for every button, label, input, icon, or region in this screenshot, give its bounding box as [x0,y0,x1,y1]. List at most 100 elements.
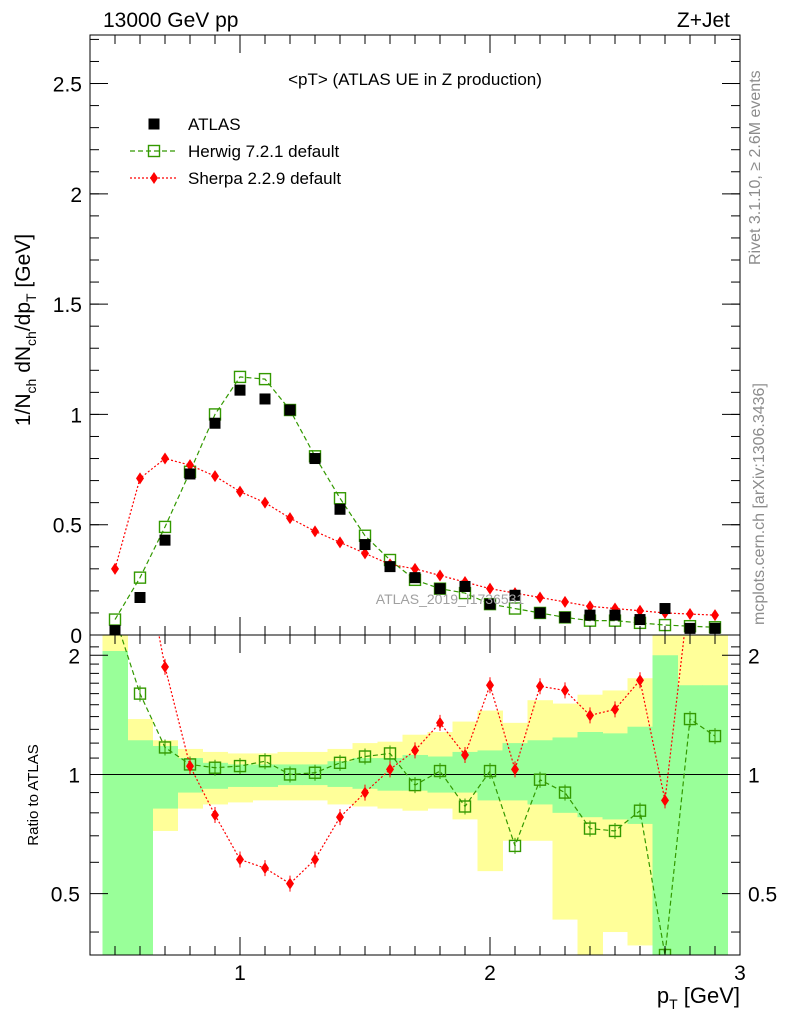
atlas-point [509,589,521,601]
sherpa-point [236,485,244,498]
sherpa-ratio-point [336,811,344,824]
ratio-y-tick-label: 0.5 [51,884,80,907]
inner-band-bin [127,740,153,955]
atlas-point [659,603,671,615]
sherpa-point [636,604,644,617]
ratio-panel: 0.5 0.5 1 1 2 2 1 2 3 Ratio to ATLAS pT [GeV] [25,35,777,1012]
herwig-ratio-point [558,786,572,799]
inner-band-bin [602,733,628,820]
mcplots-label: mcplots.cern.ch [arXiv:1306.3436] [751,383,768,625]
herwig-ratio-point [483,764,497,778]
sherpa-point [436,569,444,582]
sherpa-point [686,608,694,621]
ratio-y-tick-label: 1 [68,764,80,787]
sherpa-point [711,609,719,622]
atlas-point [334,503,346,515]
herwig-point [508,602,522,615]
herwig-line [114,376,716,628]
sherpa-point [336,536,344,549]
herwig-ratio-point [683,712,697,726]
legend-sherpa-label: Sherpa 2.2.9 default [188,169,341,188]
herwig-ratio-point [408,778,422,792]
sherpa-ratio-point [311,853,319,866]
inner-band-bin [702,685,728,955]
sherpa-point [186,459,194,472]
sherpa-point [411,562,419,575]
sherpa-point [111,562,119,575]
herwig-ratio-point [608,824,622,838]
sherpa-ratio-point [186,760,194,773]
sherpa-point [486,582,494,595]
inner-band-bin [252,764,278,787]
sherpa-ratio-point [286,877,294,890]
sherpa-ratio-point [561,684,569,697]
herwig-ratio-point [333,756,347,770]
herwig-ratio-point [283,768,297,781]
atlas-point [284,404,296,416]
analysis-watermark: ATLAS_2019_I1736531 [376,591,525,607]
sherpa-ratio-point [411,744,419,757]
energy-label: 13000 GeV pp [103,9,238,32]
atlas-point [184,468,196,480]
inner-band-bin [102,651,128,955]
herwig-ratio-point [533,773,547,786]
atlas-point [459,580,471,592]
svg-text:1/Nch dNch/dpT [GeV]: 1/Nch dNch/dpT [GeV] [12,234,39,426]
sherpa-ratio-point [461,748,469,761]
legend-atlas-label: ATLAS [188,115,241,134]
atlas-point [534,607,546,619]
y-tick-label: 0.5 [53,515,82,538]
sherpa-ratio-point [511,763,519,776]
herwig-ratio-point [633,804,647,817]
y-axis-title: 1/Nch dNch/dpT [GeV] [12,234,39,426]
ratio-y-tick-label-right: 0.5 [748,884,777,907]
inner-band-bin [152,745,178,809]
sherpa-point [361,547,369,560]
y-tick-label: 1 [70,404,82,427]
legend-herwig-marker [147,144,161,158]
main-panel: 0 0.5 1 1.5 2 2.5 <pT> (ATLAS UE in Z product… [12,34,741,648]
ratio-y-tick-label-right: 2 [748,645,760,668]
y-tick-label: 2 [70,184,82,207]
sherpa-ratio-point [661,794,669,807]
herwig-ratio-point [208,761,222,774]
atlas-point [234,384,246,396]
atlas-point [384,561,396,573]
ratio-y-tick-label-right: 1 [748,764,760,787]
inner-band-bin [677,685,703,955]
x-tick-label: 2 [484,962,496,985]
x-axis-title: pT [GeV] [657,983,740,1012]
legend: ATLAS Herwig 7.2.1 default Sherpa 2.2.9 de… [130,115,341,188]
sherpa-ratio-point [161,660,169,673]
legend-atlas-marker [148,118,160,130]
herwig-point [133,571,147,584]
atlas-point [209,417,221,429]
sherpa-point [536,591,544,604]
sherpa-ratio-point [486,679,494,692]
herwig-ratio-point [308,766,322,779]
herwig-ratio-point [358,750,372,763]
sherpa-point [211,470,219,483]
x-tick-label: 3 [734,962,746,985]
sherpa-ratio-point [611,703,619,716]
atlas-point [359,539,371,551]
sherpa-ratio-point [261,862,269,875]
y-tick-label: 1.5 [53,294,82,317]
herwig-ratio-point [433,764,447,778]
ratio-y-tick-label: 2 [68,645,80,668]
sherpa-ratio-point [636,674,644,687]
chart-title: <pT> (ATLAS UE in Z production) [288,70,542,89]
herwig-ratio-point [233,759,247,773]
atlas-point [559,611,571,623]
atlas-point [584,609,596,621]
y-tick-label: 2.5 [53,74,82,97]
sherpa-point [286,512,294,525]
sherpa-point [586,600,594,613]
herwig-point [233,370,247,384]
sherpa-ratio-point [361,786,369,799]
atlas-point [434,583,446,595]
atlas-point [159,534,171,546]
legend-herwig-label: Herwig 7.2.1 default [188,142,339,161]
herwig-ratio-point [708,729,722,743]
